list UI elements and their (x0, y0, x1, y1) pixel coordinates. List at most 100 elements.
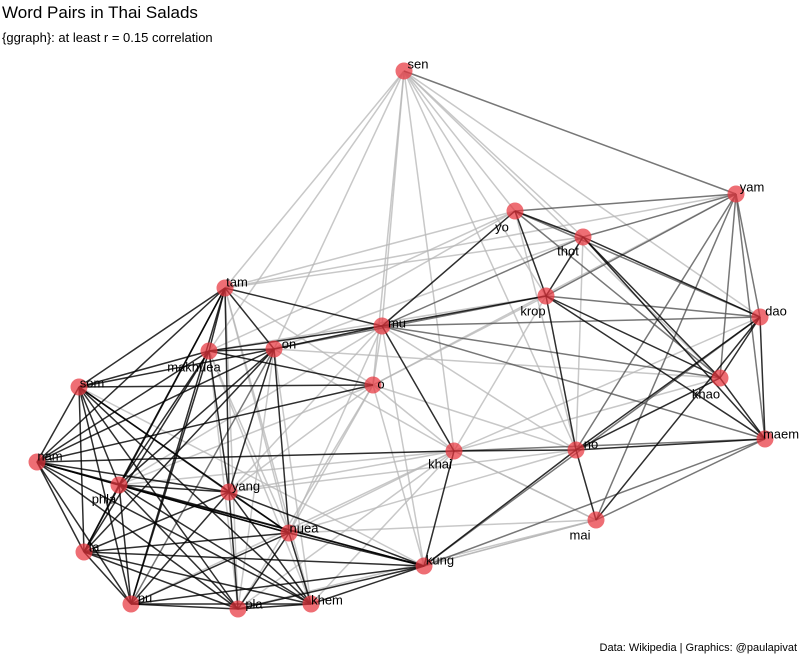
edge-tam-nam (36, 287, 226, 463)
edge-nuea-pu (130, 532, 290, 605)
chart-title: Word Pairs in Thai Salads (2, 3, 198, 22)
edge-nam-khai (36, 450, 455, 463)
edge-mu-on (273, 325, 383, 350)
edge-dao-mu (381, 316, 761, 327)
edge-krop-no (545, 295, 577, 451)
node-pu (122, 595, 140, 613)
edge-yang-pla (228, 491, 239, 610)
edge-khao-mu (381, 325, 721, 379)
node-yo (506, 202, 524, 220)
edge-kung-khai (423, 450, 455, 567)
node-label-ta: ta (89, 539, 101, 554)
node-label-khem: khem (311, 592, 343, 607)
edge-sen-no (403, 70, 577, 451)
node-label-thot: thot (557, 243, 579, 258)
edge-o-pla (237, 384, 374, 610)
node-nam (28, 453, 46, 471)
edge-makhuea-som (78, 350, 210, 388)
edge-nuea-ta (83, 532, 290, 553)
edge-makhuea-nam (36, 350, 210, 463)
edge-sen-yam (403, 70, 737, 195)
edge-on-nuea (273, 348, 290, 534)
edge-tam-mu (224, 287, 383, 327)
edge-maem-mai (595, 438, 766, 521)
node-ta (75, 543, 93, 561)
edge-sen-thot (403, 70, 584, 238)
edge-tam-nuea (224, 287, 290, 534)
edge-o-som (78, 384, 374, 388)
node-label-on: on (282, 336, 296, 351)
edge-krop-mu (381, 295, 547, 327)
edge-khao-no (575, 377, 721, 451)
edge-maem-no (575, 438, 766, 451)
edge-maem-kung (423, 438, 766, 567)
node-label-tam: tam (226, 274, 248, 289)
node-yam (727, 185, 745, 203)
node-thot (574, 228, 592, 246)
edge-som-kung (78, 386, 425, 567)
node-mu (373, 317, 391, 335)
node-label-maem: maem (763, 426, 799, 441)
edge-yam-yo (514, 193, 737, 212)
edge-ta-pla (83, 551, 239, 610)
edge-nam-pu (36, 461, 132, 605)
node-makhuea (200, 342, 218, 360)
edge-krop-khao (545, 295, 721, 379)
edge-thot-mu (381, 236, 584, 327)
edge-maem-khai (453, 438, 766, 452)
node-label-krop: krop (520, 303, 545, 318)
node-label-khao: khao (692, 386, 720, 401)
edge-som-nam (36, 386, 80, 463)
edge-maem-mu (381, 325, 766, 440)
edge-on-nam (36, 348, 275, 463)
edge-sen-makhuea (208, 70, 405, 352)
edge-thot-dao (582, 236, 761, 318)
edge-nuea-pla (237, 532, 290, 610)
node-label-mu: mu (388, 315, 406, 330)
node-khem (302, 595, 320, 613)
node-label-phla: phla (92, 491, 117, 506)
edge-dao-khao (719, 316, 761, 379)
edge-thot-maem (582, 236, 766, 440)
edge-makhuea-yang (208, 350, 230, 493)
node-label-khai: khai (428, 456, 452, 471)
edge-krop-maem (545, 295, 766, 440)
edge-yam-khao (719, 193, 737, 379)
node-khai (445, 442, 463, 460)
node-label-yam: yam (740, 179, 765, 194)
edge-yo-thot (514, 210, 584, 238)
edge-pu-pla (130, 603, 239, 610)
edge-yang-khem (228, 491, 312, 605)
edge-ta-khem (83, 551, 312, 605)
edge-dao-maem (759, 316, 766, 440)
edge-no-mai (575, 449, 597, 521)
node-krop (537, 287, 555, 305)
edge-nuea-khem (288, 532, 312, 605)
edge-makhuea-o (208, 350, 374, 386)
node-label-sen: sen (408, 56, 429, 71)
edge-tam-pla (224, 287, 239, 610)
edge-tam-som (78, 287, 226, 388)
edge-yo-on (273, 210, 516, 350)
node-sen (395, 62, 413, 80)
edge-phla-pu (118, 484, 132, 605)
node-som (70, 378, 88, 396)
edge-nuea-mai (288, 519, 597, 534)
edge-phla-khem (118, 484, 312, 605)
edge-phla-khai (118, 450, 455, 486)
node-label-yang: yang (232, 478, 260, 493)
edge-pu-kung (130, 565, 425, 605)
edge-sen-khao (403, 70, 721, 379)
node-label-no: no (584, 436, 598, 451)
edge-phla-kung (118, 484, 425, 567)
edge-on-som (78, 348, 275, 388)
node-label-nam: nam (37, 448, 62, 463)
edge-makhuea-pla (208, 350, 239, 610)
edge-som-khem (78, 386, 312, 605)
edge-pla-kung (237, 565, 425, 610)
edge-mu-no (381, 325, 577, 451)
edge-som-phla (78, 386, 120, 486)
edge-mu-kung (381, 325, 425, 567)
edge-yo-krop (514, 210, 547, 297)
